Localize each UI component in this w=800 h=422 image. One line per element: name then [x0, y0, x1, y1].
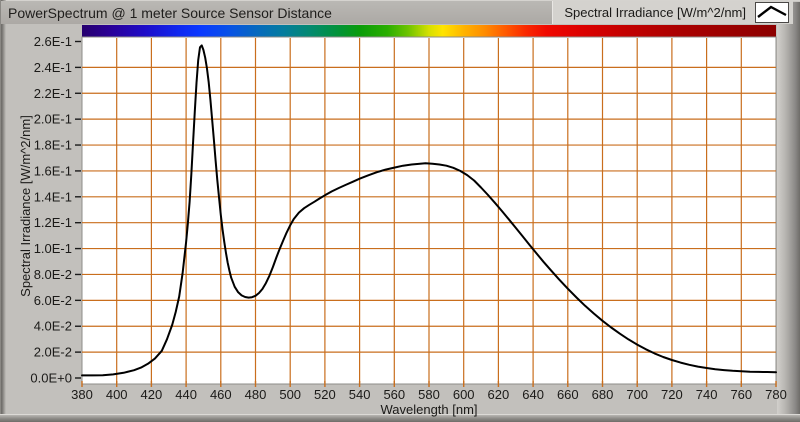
x-tick-label: 760: [730, 387, 752, 402]
x-tick-label: 520: [314, 387, 336, 402]
graph-title: PowerSpectrum @ 1 meter Source Sensor Di…: [8, 4, 332, 21]
spectrum-curve: [81, 44, 777, 377]
y-axis-title: Spectral Irradiance [W/m^2/nm]: [18, 115, 33, 297]
graph-titlebar: PowerSpectrum @ 1 meter Source Sensor Di…: [1, 1, 552, 24]
x-tick-label: 460: [210, 387, 232, 402]
x-tick-label: 500: [279, 387, 301, 402]
y-tick-label: 0.0E+0: [30, 371, 72, 386]
y-tick-label: 1.2E-1: [34, 215, 72, 230]
x-tick-label: 540: [349, 387, 371, 402]
x-tick-label: 380: [71, 387, 93, 402]
y-tick-label: 4.0E-2: [34, 319, 72, 334]
x-tick-label: 740: [696, 387, 718, 402]
y-tick-label: 1.4E-1: [34, 189, 72, 204]
x-tick-label: 600: [453, 387, 475, 402]
x-tick-label: 440: [175, 387, 197, 402]
y-tick-label: 2.0E-2: [34, 345, 72, 360]
x-tick-label: 720: [661, 387, 683, 402]
x-tick-label: 400: [106, 387, 128, 402]
y-tick-label: 2.6E-1: [34, 34, 72, 49]
y-tick-label: 1.6E-1: [34, 163, 72, 178]
x-tick-label: 680: [592, 387, 614, 402]
line-plot-sample-icon[interactable]: [755, 2, 789, 23]
y-tick-label: 8.0E-2: [34, 267, 72, 282]
y-tick-label: 6.0E-2: [34, 293, 72, 308]
x-tick-label: 580: [418, 387, 440, 402]
y-tick-label: 2.2E-1: [34, 86, 72, 101]
x-tick-label: 700: [626, 387, 648, 402]
plot-legend[interactable]: Spectral Irradiance [W/m^2/nm]: [552, 1, 793, 24]
legend-line-sample: [757, 5, 787, 18]
x-tick-label: 660: [557, 387, 579, 402]
y-tick-label: 2.4E-1: [34, 60, 72, 75]
legend-plot-name: Spectral Irradiance [W/m^2/nm]: [564, 5, 746, 20]
y-tick-label: 1.8E-1: [34, 138, 72, 153]
y-tick-label: 1.0E-1: [34, 241, 72, 256]
x-axis-title: Wavelength [nm]: [380, 402, 478, 417]
x-tick-label: 620: [488, 387, 510, 402]
x-tick-label: 640: [522, 387, 544, 402]
x-tick-label: 480: [245, 387, 267, 402]
y-tick-label: 2.0E-1: [34, 112, 72, 127]
x-tick-label: 780: [765, 387, 787, 402]
x-tick-label: 420: [141, 387, 163, 402]
x-tick-label: 560: [383, 387, 405, 402]
